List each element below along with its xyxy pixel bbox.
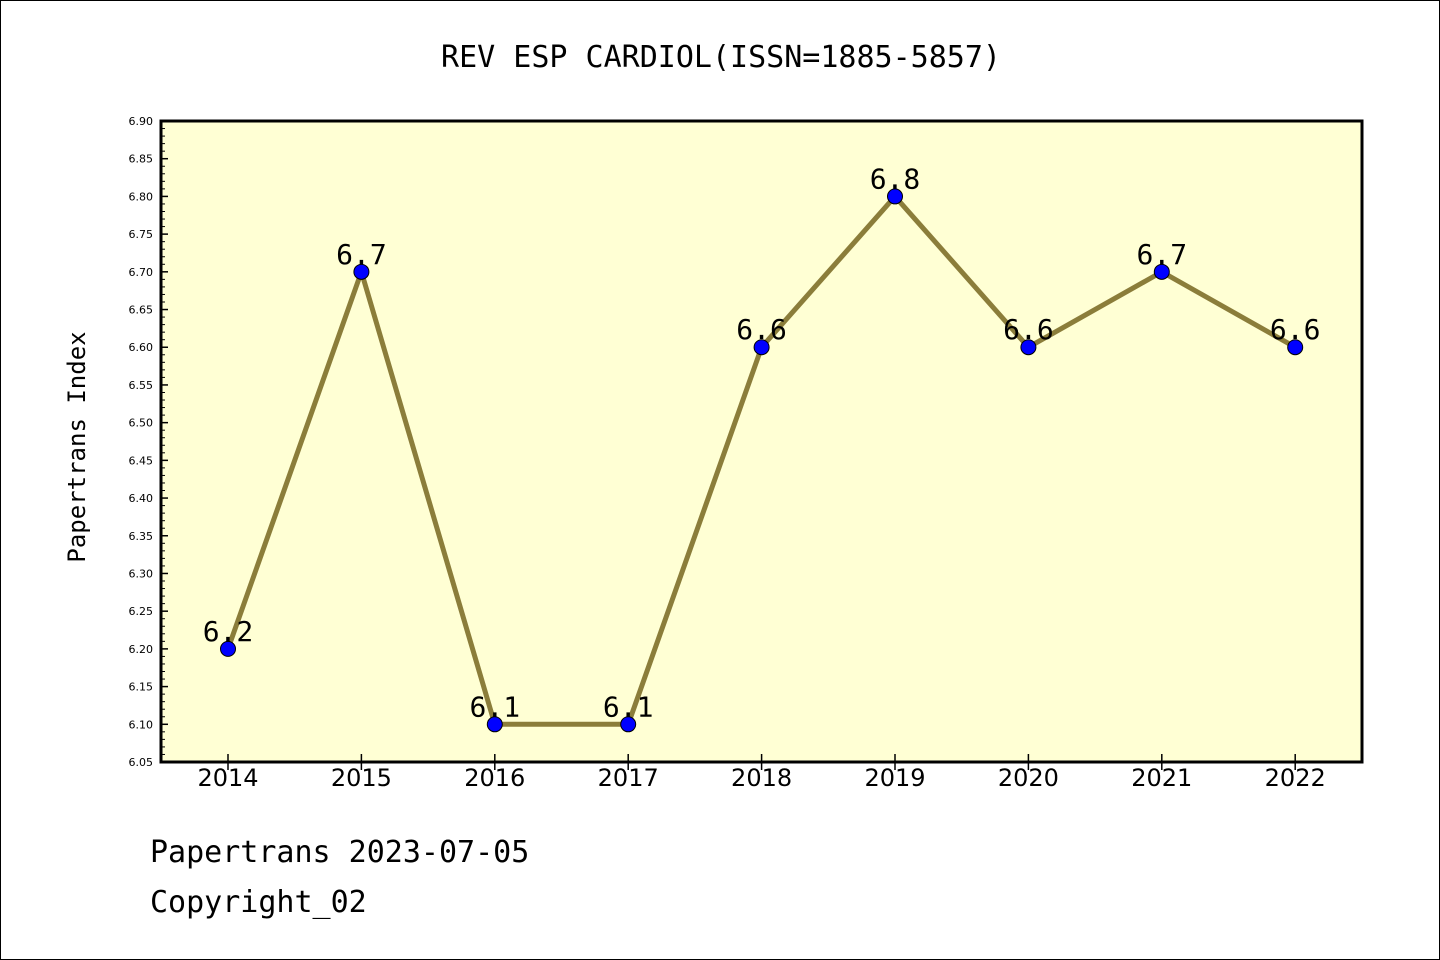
data-label: 6.1 <box>470 690 521 723</box>
data-labels: 6.2 6.7 6.1 6.1 6.6 6.8 6.6 6.7 6.6 <box>203 162 1321 723</box>
y-tick-label: 6.40 <box>129 492 154 505</box>
data-point-marker <box>353 263 370 280</box>
y-tick-label: 6.45 <box>129 454 154 467</box>
y-tick-label: 6.30 <box>129 567 154 580</box>
plot-area <box>161 121 1362 762</box>
y-tick-label: 6.70 <box>129 266 154 279</box>
y-axis-label: Papertrans Index <box>63 331 91 562</box>
data-label: 6.6 <box>1003 313 1054 346</box>
data-point-marker <box>887 188 903 205</box>
x-tick-label: 2018 <box>731 764 792 792</box>
data-label: 6.7 <box>1137 238 1188 271</box>
y-tick-label: 6.20 <box>129 643 154 656</box>
data-label: 6.7 <box>336 238 387 271</box>
data-label: 6.8 <box>870 162 921 195</box>
data-point-marker <box>753 339 770 356</box>
y-tick-label: 6.90 <box>129 115 154 128</box>
data-point-marker <box>486 716 503 733</box>
x-tick-label: 2020 <box>998 764 1059 792</box>
y-tick-label: 6.15 <box>129 681 154 694</box>
plot-border <box>159 119 1364 764</box>
data-label: 6.2 <box>203 615 254 648</box>
footer-date-line: Papertrans 2023-07-05 <box>150 835 530 870</box>
footer-copyright: Copyright_02 <box>150 885 367 920</box>
y-tick-label: 6.65 <box>129 304 154 317</box>
x-tick-label: 2019 <box>864 764 925 792</box>
y-tick-label: 6.85 <box>129 153 154 166</box>
y-tick-label: 6.05 <box>129 756 154 769</box>
x-tick-label: 2016 <box>464 764 525 792</box>
x-tick-label: 2014 <box>197 764 258 792</box>
y-tick-label: 6.50 <box>129 417 154 430</box>
x-tick-label: 2022 <box>1265 764 1326 792</box>
data-point-marker <box>620 716 637 733</box>
y-tick-label: 6.10 <box>129 718 154 731</box>
data-point-marker <box>220 640 236 657</box>
x-axis-ticks: 2014 2015 2016 2017 2018 2019 2020 2021 2022 <box>197 754 1326 792</box>
data-label: 6.1 <box>603 690 654 723</box>
data-markers <box>220 188 1304 733</box>
x-tick-label: 2015 <box>331 764 392 792</box>
y-tick-label: 6.25 <box>129 605 154 618</box>
y-tick-label: 6.55 <box>129 379 154 392</box>
x-tick-label: 2017 <box>598 764 659 792</box>
chart-title: REV ESP CARDIOL(ISSN=1885-5857) <box>441 40 1001 75</box>
data-label: 6.6 <box>736 313 787 346</box>
data-point-marker <box>1020 339 1037 356</box>
y-tick-label: 6.35 <box>129 530 154 543</box>
y-tick-label: 6.80 <box>129 190 154 203</box>
data-label: 6.6 <box>1270 313 1321 346</box>
y-tick-label: 6.60 <box>129 341 154 354</box>
data-point-marker <box>1153 263 1170 280</box>
data-point-marker <box>1287 339 1304 356</box>
y-tick-label: 6.75 <box>129 228 154 241</box>
x-tick-label: 2021 <box>1131 764 1192 792</box>
